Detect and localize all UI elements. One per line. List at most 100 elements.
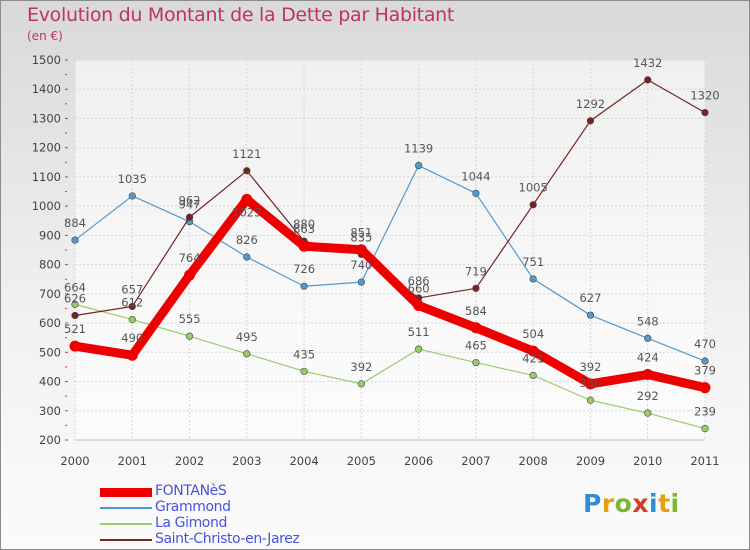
x-tick-label: 2008 bbox=[519, 454, 548, 468]
data-label: 1121 bbox=[232, 147, 261, 161]
data-point bbox=[584, 378, 596, 390]
data-point bbox=[529, 371, 537, 380]
data-point bbox=[586, 311, 595, 319]
data-point bbox=[126, 349, 138, 361]
data-label: 1005 bbox=[519, 181, 548, 195]
x-tick-label: 2002 bbox=[175, 454, 204, 468]
data-label: 584 bbox=[465, 304, 487, 318]
data-point bbox=[300, 282, 308, 290]
plot-area bbox=[75, 60, 705, 440]
logo-letter: P bbox=[583, 489, 602, 518]
data-label: 884 bbox=[64, 216, 86, 230]
data-point bbox=[642, 369, 654, 381]
data-point bbox=[644, 334, 652, 342]
series-line-la-gimond bbox=[74, 303, 706, 430]
data-point bbox=[298, 240, 310, 252]
data-point bbox=[243, 350, 251, 358]
chart-subtitle: (en €) bbox=[27, 29, 63, 43]
data-label: 962 bbox=[179, 193, 201, 207]
data-label: 239 bbox=[694, 405, 716, 419]
data-point bbox=[71, 300, 79, 308]
y-tick-label: 1200 bbox=[32, 141, 61, 155]
data-label: 379 bbox=[694, 364, 716, 378]
legend-swatch bbox=[100, 487, 152, 497]
data-label: 880 bbox=[293, 217, 315, 231]
logo-letter: i bbox=[670, 489, 680, 518]
data-label: 751 bbox=[522, 255, 544, 269]
x-tick-label: 2001 bbox=[118, 454, 147, 468]
x-tick-label: 2005 bbox=[347, 454, 376, 468]
data-point bbox=[185, 332, 194, 340]
data-label: 392 bbox=[350, 360, 372, 374]
data-label: 626 bbox=[64, 291, 86, 305]
data-label: 764 bbox=[179, 251, 201, 265]
data-point bbox=[128, 315, 136, 324]
y-tick-label: 200 bbox=[39, 433, 61, 447]
data-label: 664 bbox=[64, 280, 86, 294]
x-tick-label: 2007 bbox=[461, 454, 490, 468]
data-point bbox=[527, 345, 539, 357]
data-point bbox=[128, 192, 136, 200]
data-label: 424 bbox=[637, 351, 659, 365]
data-label: 826 bbox=[236, 233, 258, 247]
data-label: 548 bbox=[637, 314, 659, 328]
y-tick-label: 1000 bbox=[32, 199, 61, 213]
data-point bbox=[243, 167, 251, 175]
data-point bbox=[644, 76, 652, 84]
legend-label: FONTANèS bbox=[155, 483, 227, 499]
y-tick-label: 600 bbox=[39, 316, 61, 330]
y-tick-label: 1300 bbox=[32, 111, 61, 125]
logo-letter: x bbox=[632, 489, 649, 518]
data-point bbox=[644, 409, 652, 417]
data-label: 657 bbox=[121, 282, 143, 296]
data-label: 1320 bbox=[690, 89, 719, 103]
data-point bbox=[128, 302, 136, 311]
data-label: 495 bbox=[236, 330, 258, 344]
legend-swatch bbox=[100, 507, 152, 509]
data-label: 1432 bbox=[633, 56, 662, 70]
data-point bbox=[71, 311, 79, 320]
y-tick-label: 700 bbox=[39, 287, 61, 301]
y-tick-label: 800 bbox=[39, 258, 61, 272]
data-label: 336 bbox=[579, 376, 601, 390]
logo-letter: o bbox=[614, 489, 633, 518]
data-point bbox=[413, 300, 425, 312]
data-label: 490 bbox=[121, 331, 143, 345]
data-label: 1023 bbox=[232, 205, 261, 219]
data-point bbox=[701, 425, 709, 433]
data-point bbox=[472, 284, 480, 292]
data-label: 612 bbox=[121, 296, 143, 310]
data-point bbox=[415, 345, 423, 353]
data-label: 1044 bbox=[461, 169, 490, 183]
data-point bbox=[415, 161, 423, 170]
data-point bbox=[701, 357, 709, 365]
data-point bbox=[355, 244, 367, 256]
y-tick-label: 1400 bbox=[32, 82, 61, 96]
series-line-fontan-s bbox=[70, 194, 710, 393]
proxiti-logo: Proxiti bbox=[583, 489, 680, 518]
data-label: 1139 bbox=[404, 142, 433, 156]
chart-title: Evolution du Montant de la Dette par Hab… bbox=[27, 4, 455, 26]
data-point bbox=[699, 382, 711, 394]
data-label: 392 bbox=[579, 360, 601, 374]
data-label: 504 bbox=[522, 327, 544, 341]
legend-swatch bbox=[100, 523, 152, 525]
data-label: 947 bbox=[179, 198, 201, 212]
data-label: 435 bbox=[293, 347, 315, 361]
y-tick-label: 500 bbox=[39, 345, 61, 359]
data-label: 470 bbox=[694, 337, 716, 351]
data-point bbox=[243, 253, 251, 261]
x-tick-label: 2006 bbox=[404, 454, 433, 468]
legend-label: Saint-Christo-en-Jarez bbox=[155, 531, 300, 547]
data-point bbox=[529, 201, 537, 209]
data-label: 686 bbox=[408, 274, 430, 288]
data-label: 719 bbox=[465, 264, 487, 278]
x-tick-label: 2010 bbox=[633, 454, 662, 468]
data-point bbox=[357, 380, 365, 388]
data-label: 521 bbox=[64, 322, 86, 336]
x-tick-label: 2003 bbox=[232, 454, 261, 468]
series-line-grammond bbox=[74, 164, 706, 362]
y-tick-label: 900 bbox=[39, 228, 61, 242]
data-point bbox=[300, 367, 308, 375]
